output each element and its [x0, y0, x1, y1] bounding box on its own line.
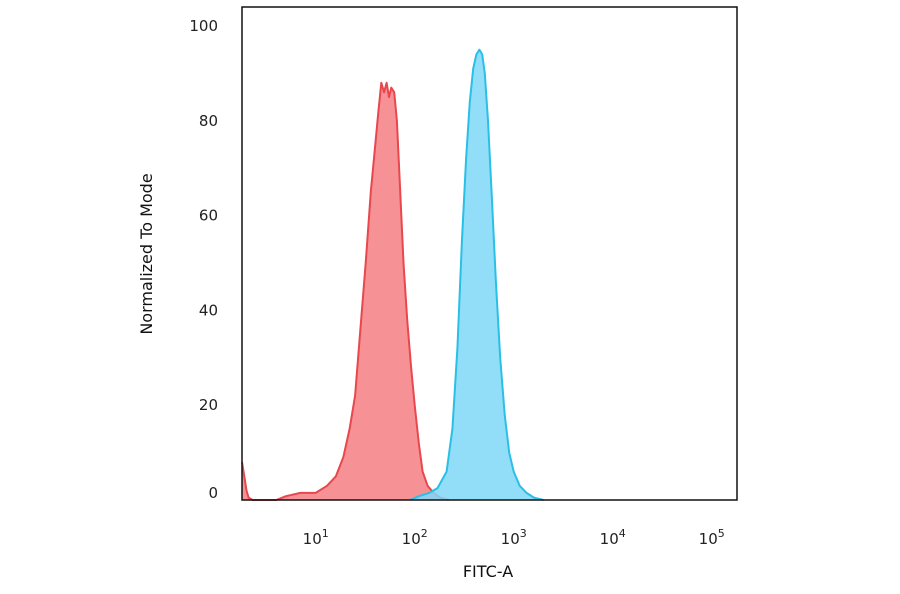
x-tick-label: 105 [699, 527, 725, 548]
histogram-fill-2 [410, 49, 544, 500]
y-tick-label: 60 [199, 207, 218, 225]
histogram-fill-1 [242, 82, 449, 501]
histogram-line-1 [241, 81, 449, 501]
x-axis: 101 102 103 104 105 [303, 527, 725, 548]
x-tick-label: 101 [303, 527, 329, 548]
plot-frame [241, 6, 738, 501]
y-axis: 0 20 40 60 80 100 [189, 17, 218, 502]
y-tick-label: 100 [189, 17, 218, 35]
x-tick-label: 102 [402, 527, 428, 548]
y-tick-label: 80 [199, 112, 218, 130]
y-tick-label: 20 [199, 396, 218, 414]
y-tick-label: 40 [199, 301, 218, 319]
plot-area [241, 48, 544, 501]
y-axis-title: Normalized To Mode [137, 173, 156, 334]
y-tick-label: 0 [208, 484, 218, 502]
x-tick-label: 103 [501, 527, 527, 548]
x-tick-label: 104 [600, 527, 626, 548]
histogram-line-2 [409, 48, 544, 501]
x-axis-title: FITC-A [463, 562, 513, 581]
